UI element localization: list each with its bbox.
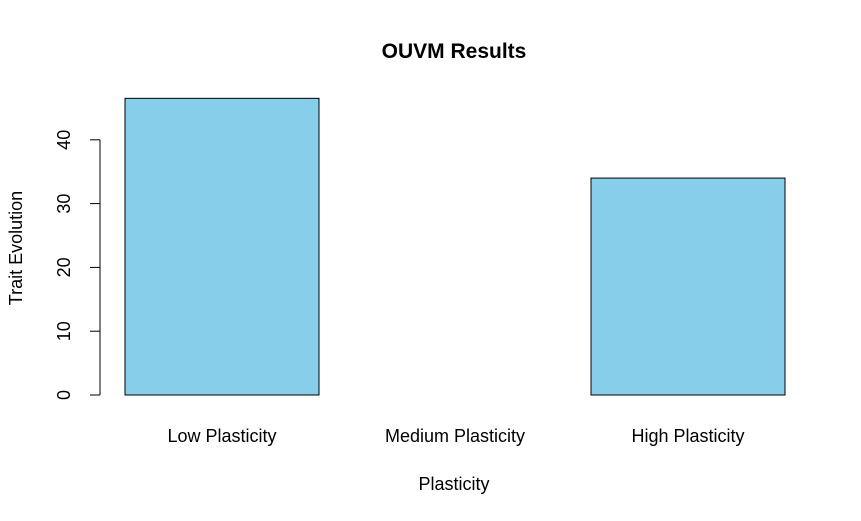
y-axis: 0 10 20 30 40: [54, 130, 101, 400]
x-tick-label: High Plasticity: [631, 426, 744, 446]
x-axis-label: Plasticity: [418, 474, 489, 494]
bar-high-plasticity: [590, 177, 786, 396]
chart-title: OUVM Results: [382, 40, 527, 63]
bars-layer: [124, 97, 786, 396]
y-axis-label: Trait Evolution: [6, 191, 26, 305]
x-tick-label: Medium Plasticity: [385, 426, 525, 446]
y-tick-label: 30: [54, 194, 74, 214]
y-tick-label: 20: [54, 257, 74, 277]
bar-low-plasticity: [124, 97, 320, 396]
x-tick-label: Low Plasticity: [167, 426, 276, 446]
y-tick-label: 10: [54, 321, 74, 341]
y-tick-label: 40: [54, 130, 74, 150]
x-axis-labels: Low Plasticity Medium Plasticity High Plas…: [167, 426, 744, 446]
y-tick-label: 0: [54, 390, 74, 400]
